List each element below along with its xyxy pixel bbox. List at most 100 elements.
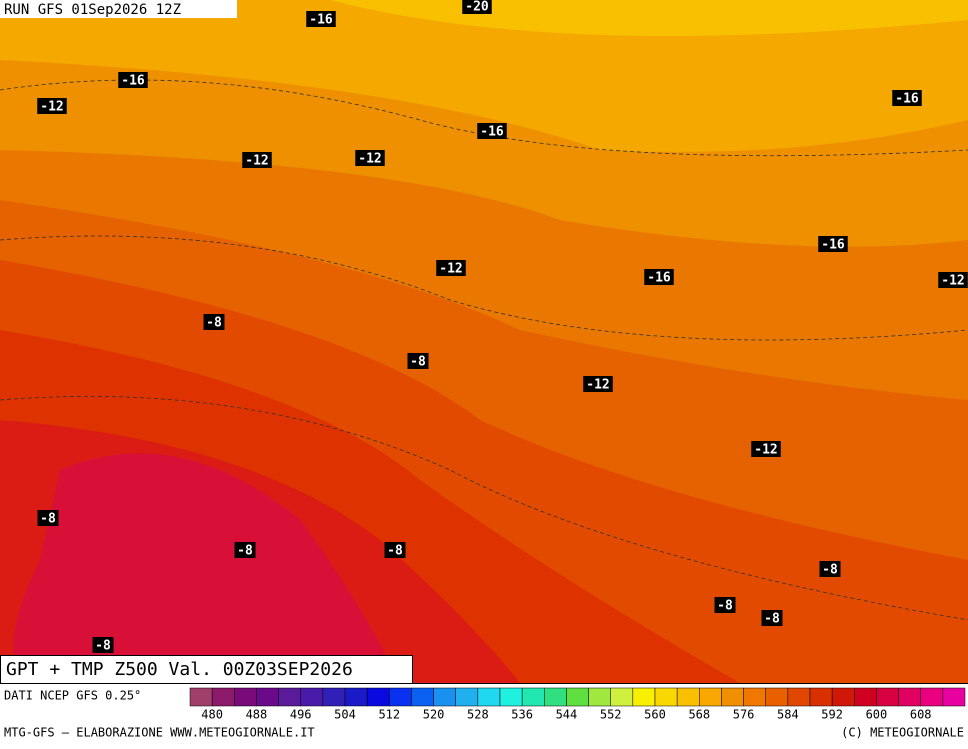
swatch — [411, 687, 434, 707]
label-box — [751, 441, 781, 457]
map-title: GPT + TMP Z500 Val. 00Z03SEP2026 — [6, 659, 353, 680]
temperature-label: -8 — [764, 612, 780, 627]
temperature-label: -12 — [439, 262, 462, 277]
temperature-label: -16 — [309, 13, 333, 28]
colorbar-tick-label: 536 — [511, 708, 533, 722]
map-labels: -20 -16 -16 -12 -16 -16 -12 -12 -16 -12 -16 -12 -8 -8… — [37, 0, 968, 654]
temperature-label: -8 — [410, 355, 426, 370]
swatch — [499, 687, 523, 707]
swatch — [521, 687, 545, 707]
title-box — [0, 655, 413, 684]
swatch — [920, 687, 944, 707]
swatch — [455, 687, 479, 707]
colorbar-tick-label: 544 — [556, 708, 578, 722]
temperature-label: -12 — [40, 100, 63, 115]
label-box — [892, 90, 922, 106]
temperature-label: -16 — [121, 74, 145, 89]
swatch — [610, 687, 634, 707]
label-box — [583, 376, 613, 392]
swatch — [743, 687, 766, 707]
swatch — [189, 687, 213, 707]
swatch — [566, 687, 589, 707]
label-box — [436, 260, 466, 276]
colorbar-tick-label: 568 — [688, 708, 710, 722]
footer-left: MTG-GFS — ELABORAZIONE WWW.METEOGIORNALE… — [4, 726, 315, 740]
run-label: RUN GFS 01Sep2026 12Z — [4, 2, 181, 18]
temperature-label: -8 — [237, 544, 253, 559]
label-box — [92, 637, 114, 653]
colorbar-tick-label: 528 — [467, 708, 489, 722]
swatch — [300, 687, 324, 707]
colorbar-tick-label: 560 — [644, 708, 666, 722]
label-box — [818, 236, 848, 252]
temperature-label: -16 — [480, 125, 504, 140]
colorbar-tick-label: 584 — [777, 708, 799, 722]
colorbar-tick-label: 496 — [290, 708, 312, 722]
temperature-label: -8 — [387, 544, 403, 559]
colorbar: 480 488 496 504 512 520 528 536 544 552 560 568 576 5… — [189, 687, 966, 722]
temperature-label: -16 — [821, 238, 845, 253]
map-background — [0, 0, 968, 683]
swatch — [699, 687, 722, 707]
swatch — [344, 687, 368, 707]
footer-right: (C) METEOGIORNALE — [841, 726, 964, 740]
swatch — [433, 687, 456, 707]
temperature-label: -16 — [647, 271, 671, 286]
label-box — [306, 11, 336, 27]
temperature-label: -12 — [941, 274, 964, 289]
label-box — [203, 314, 225, 330]
source: DATI NCEP GFS 0.25° — [4, 689, 141, 703]
swatch — [721, 687, 744, 707]
swatch — [632, 687, 656, 707]
swatch — [831, 687, 855, 707]
label-box — [644, 269, 674, 285]
colorbar-tick-label: 576 — [733, 708, 755, 722]
swatch — [322, 687, 346, 707]
swatch — [278, 687, 301, 707]
temperature-label: -12 — [754, 443, 777, 458]
colorbar-tick-label: 512 — [378, 708, 400, 722]
label-box — [761, 610, 783, 626]
temperature-label: -8 — [822, 563, 838, 578]
swatch — [389, 687, 412, 707]
swatch — [876, 687, 899, 707]
temperature-label: -12 — [358, 152, 381, 167]
swatch — [256, 687, 279, 707]
swatch — [765, 687, 789, 707]
run-box — [0, 0, 237, 18]
label-box — [118, 72, 148, 88]
temperature-label: -12 — [245, 154, 268, 169]
swatch — [654, 687, 678, 707]
swatch — [366, 687, 390, 707]
temperature-label: -8 — [40, 512, 56, 527]
label-box — [384, 542, 406, 558]
colorbar-tick-label: 520 — [423, 708, 445, 722]
colorbar-tick-label: 488 — [246, 708, 268, 722]
label-box — [37, 510, 59, 526]
label-box — [355, 150, 385, 166]
contour — [0, 79, 968, 621]
swatch — [211, 687, 235, 707]
swatch — [588, 687, 611, 707]
colorbar-tick-label: 600 — [866, 708, 888, 722]
label-box — [242, 152, 272, 168]
temperature-label: -12 — [586, 378, 609, 393]
swatch — [234, 687, 257, 707]
colorbar-tick-label: 608 — [910, 708, 932, 722]
swatch — [544, 687, 567, 707]
label-box — [462, 0, 492, 14]
swatch — [477, 687, 501, 707]
colorbar-tick-label: 504 — [334, 708, 356, 722]
temperature-label: -8 — [206, 316, 222, 331]
label-box — [407, 353, 429, 369]
temperature-label: -20 — [465, 0, 489, 15]
label-box — [714, 597, 736, 613]
label-box — [234, 542, 256, 558]
temperature-label: -8 — [95, 639, 111, 654]
swatch — [676, 687, 700, 707]
colorbar-tick-label: 592 — [821, 708, 843, 722]
label-box — [37, 98, 67, 114]
colorbar-tick-label: 480 — [201, 708, 223, 722]
swatch — [898, 687, 921, 707]
